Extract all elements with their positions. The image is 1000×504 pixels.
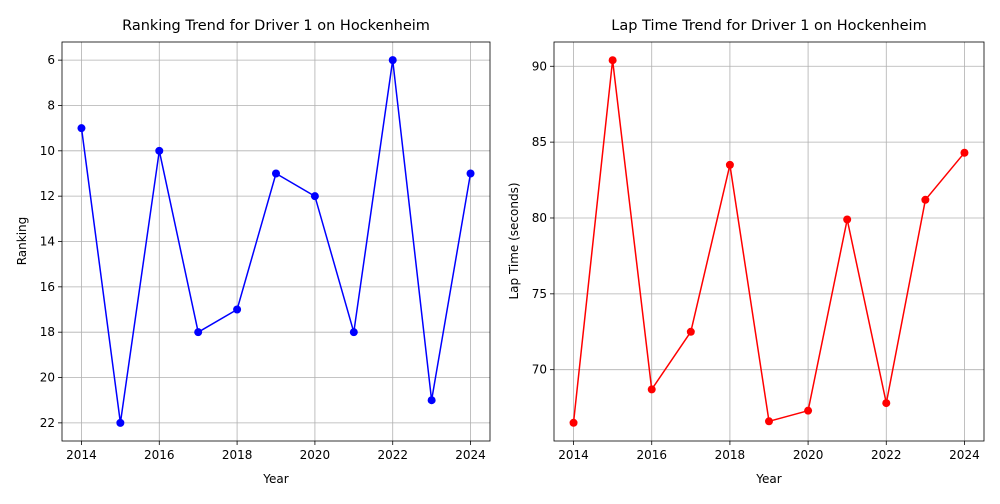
laptime-ytick-label-80: 80 [532, 211, 547, 225]
ranking-chart-title: Ranking Trend for Driver 1 on Hockenheim [122, 18, 430, 34]
ranking-ytick-label-20: 20 [40, 371, 55, 385]
ranking-chart-xlabel: Year [262, 472, 288, 486]
ranking-xtick-label-2024: 2024 [455, 448, 486, 462]
ranking-ytick-label-8: 8 [47, 98, 55, 112]
ranking-ytick-label-16: 16 [40, 280, 55, 294]
ranking-point-2020 [310, 192, 319, 201]
ranking-point-2018 [233, 305, 242, 314]
laptime-point-2015 [608, 56, 617, 65]
laptime-ytick-label-90: 90 [532, 59, 547, 73]
laptime-point-2024 [960, 148, 969, 157]
laptime-ytick-label-85: 85 [532, 135, 547, 149]
ranking-xtick-label-2018: 2018 [222, 448, 253, 462]
ranking-ytick-label-22: 22 [40, 416, 55, 430]
laptime-point-2020 [804, 406, 813, 415]
laptime-point-2014 [569, 418, 578, 427]
ranking-point-2014 [77, 124, 86, 133]
ranking-point-2023 [427, 396, 436, 405]
laptime-xtick-label-2018: 2018 [715, 448, 746, 462]
laptime-plot-frame [553, 41, 985, 442]
laptime-point-2021 [843, 215, 852, 224]
laptime-xtick-label-2016: 2016 [636, 448, 667, 462]
ranking-xtick-label-2022: 2022 [377, 448, 408, 462]
ranking-point-2016 [155, 146, 164, 155]
laptime-xtick-label-2014: 2014 [558, 448, 589, 462]
laptime-xtick-label-2020: 2020 [793, 448, 824, 462]
laptime-ytick-label-70: 70 [532, 363, 547, 377]
ranking-point-2024 [466, 169, 475, 178]
laptime-chart-ylabel: Lap Time (seconds) [507, 182, 521, 299]
ranking-ytick-label-12: 12 [40, 189, 55, 203]
ranking-point-2015 [116, 418, 125, 427]
ranking-ytick-label-18: 18 [40, 325, 55, 339]
laptime-point-2018 [725, 160, 734, 169]
laptime-ytick-label-75: 75 [532, 287, 547, 301]
laptime-point-2019 [765, 417, 773, 426]
ranking-point-2017 [194, 328, 203, 337]
laptime-chart-title: Lap Time Trend for Driver 1 on Hockenhei… [611, 18, 926, 34]
ranking-ytick-label-6: 6 [47, 53, 55, 67]
ranking-point-2021 [349, 328, 358, 337]
ranking-chart-ylabel: Ranking [15, 217, 29, 266]
laptime-chart: Lap Time Trend for Driver 1 on Hockenhei… [507, 18, 985, 486]
ranking-xtick-label-2020: 2020 [300, 448, 331, 462]
ranking-point-2019 [272, 169, 280, 178]
ranking-ytick-label-14: 14 [40, 235, 55, 249]
ranking-xtick-label-2014: 2014 [66, 448, 97, 462]
laptime-point-2017 [686, 327, 695, 336]
ranking-point-2022 [388, 56, 397, 65]
ranking-ytick-label-10: 10 [40, 144, 55, 158]
ranking-chart: Ranking Trend for Driver 1 on Hockenheim… [15, 18, 491, 486]
laptime-chart-xlabel: Year [755, 472, 781, 486]
laptime-point-2016 [647, 385, 656, 394]
laptime-xtick-label-2024: 2024 [949, 448, 980, 462]
laptime-point-2022 [882, 399, 891, 408]
laptime-point-2023 [921, 195, 930, 204]
laptime-xtick-label-2022: 2022 [871, 448, 902, 462]
ranking-xtick-label-2016: 2016 [144, 448, 175, 462]
laptime-series-line [572, 60, 966, 423]
